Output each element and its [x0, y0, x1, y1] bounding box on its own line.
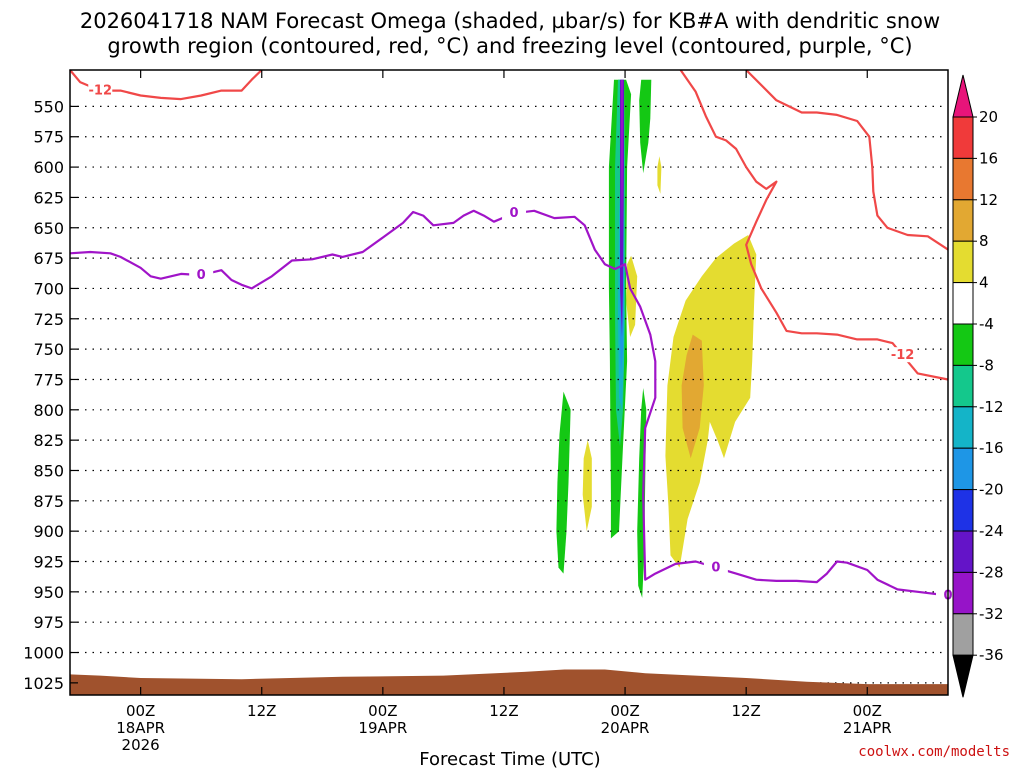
- contour-label-minus12-b: -12: [891, 348, 915, 363]
- y-tick-label-975: 975: [33, 613, 64, 632]
- y-tick-label-725: 725: [33, 310, 64, 329]
- omega-region-purple: [621, 79, 623, 240]
- omega-region-yellow: [665, 235, 757, 568]
- omega-region-yellow: [626, 255, 638, 337]
- colorbar-segment-3: [952, 240, 974, 284]
- colorbar-segment-11: [952, 571, 974, 615]
- y-tick-label-700: 700: [33, 279, 64, 298]
- colorbar-segment-12: [952, 613, 974, 656]
- y-tick-label-675: 675: [33, 249, 64, 268]
- x-tick-label-5-0: 12Z: [731, 702, 760, 720]
- plot-background: [70, 70, 948, 695]
- y-tick-label-1000: 1000: [23, 644, 64, 663]
- y-tick-label-575: 575: [33, 128, 64, 147]
- colorbar-segment-4: [952, 282, 974, 325]
- dendritic-contour-minus12-1: [679, 69, 949, 381]
- x-tick-label-4-1: 20APR: [601, 719, 650, 737]
- title-line-2: growth region (contoured, red, °C) and f…: [107, 34, 912, 58]
- colorbar-segment-0: [952, 116, 974, 159]
- y-tick-label-550: 550: [33, 97, 64, 116]
- colorbar-segment-1: [952, 157, 974, 201]
- x-tick-label-3-0: 12Z: [489, 702, 518, 720]
- y-tick-label-600: 600: [33, 158, 64, 177]
- colorbar-tick-label-0: 20: [979, 108, 998, 126]
- y-tick-label-800: 800: [33, 401, 64, 420]
- colorbar-tick-label-11: -28: [979, 563, 1004, 581]
- y-tick-label-775: 775: [33, 370, 64, 389]
- x-axis-label: Forecast Time (UTC): [419, 749, 600, 768]
- colorbar-top-arrow: [952, 74, 974, 118]
- colorbar-tick-label-2: 12: [979, 191, 998, 209]
- colorbar-segment-2: [952, 199, 974, 242]
- colorbar-tick-label-12: -32: [979, 605, 1004, 623]
- colorbar-tick-label-4: 4: [979, 274, 989, 292]
- contour-label-minus12-a-bg: [88, 82, 113, 98]
- colorbar-bottom-arrow: [952, 654, 974, 698]
- y-tick-label-850: 850: [33, 461, 64, 480]
- y-tick-label-925: 925: [33, 553, 64, 572]
- x-tick-label-4-0: 00Z: [610, 702, 639, 720]
- credit-text: coolwx.com/modelts: [858, 744, 1010, 760]
- y-tick-label-1025: 1025: [23, 674, 64, 693]
- y-tick-label-625: 625: [33, 188, 64, 207]
- x-tick-label-1-0: 12Z: [247, 702, 276, 720]
- colorbar-tick-label-10: -24: [979, 522, 1004, 540]
- freezing-contour-zero-0: [69, 209, 949, 597]
- colorbar-tick-label-7: -12: [979, 398, 1004, 416]
- y-tick-label-900: 900: [33, 522, 64, 541]
- x-tick-label-2-0: 00Z: [368, 702, 397, 720]
- y-tick-label-875: 875: [33, 492, 64, 511]
- colorbar-segment-8: [952, 447, 974, 491]
- contour-label-zero-a-bg: [189, 267, 214, 283]
- y-tick-label-650: 650: [33, 219, 64, 238]
- colorbar-segment-10: [952, 530, 974, 573]
- x-tick-label-0-2: 2026: [122, 736, 160, 754]
- colorbar-tick-label-8: -16: [979, 439, 1004, 457]
- axes: 550 575 600 625 650 675 700 725 750 775 800 825 850 8…: [23, 69, 949, 754]
- contour-label-minus12-a: -12: [89, 84, 113, 99]
- colorbar-tick-label-3: 8: [979, 232, 989, 250]
- omega-region-yellow: [582, 440, 592, 532]
- contour-label-zero-b: 0: [510, 206, 519, 221]
- contour-label-zero-b-bg: [502, 205, 527, 221]
- omega-region-yellow: [657, 156, 662, 194]
- x-tick-label-2-1: 19APR: [358, 719, 407, 737]
- colorbar-tick-label-5: -4: [979, 315, 994, 333]
- title: 2026041718 NAM Forecast Omega (shaded, µ…: [80, 9, 940, 58]
- colorbar-tick-label-1: 16: [979, 149, 998, 167]
- y-tick-label-750: 750: [33, 340, 64, 359]
- contour-label-zero-c-bg: [703, 559, 728, 575]
- x-tick-label-6-0: 00Z: [853, 702, 882, 720]
- colorbar-segment-7: [952, 406, 974, 449]
- contour-label-minus12-b-bg: [890, 347, 915, 363]
- omega-region-green: [639, 79, 652, 174]
- dendritic-contour-minus12-2: [745, 69, 949, 251]
- x-tick-label-0-0: 00Z: [126, 702, 155, 720]
- contour-label-zero-a: 0: [197, 268, 206, 283]
- title-line-1: 2026041718 NAM Forecast Omega (shaded, µ…: [80, 9, 940, 33]
- colorbar-tick-label-13: -36: [979, 646, 1004, 664]
- omega-region-green: [556, 391, 571, 574]
- y-tick-label-825: 825: [33, 431, 64, 450]
- colorbar-segment-6: [952, 364, 974, 408]
- y-tick-label-950: 950: [33, 583, 64, 602]
- terrain-surface: [70, 669, 948, 695]
- colorbar-tick-label-6: -8: [979, 356, 994, 374]
- colorbar-segment-5: [952, 323, 974, 366]
- colorbar-segment-9: [952, 489, 974, 532]
- x-tick-label-6-1: 21APR: [843, 719, 892, 737]
- omega-region-orange: [681, 334, 704, 459]
- plot-frame: [69, 69, 949, 696]
- contour-label-zero-c: 0: [711, 561, 720, 576]
- colorbar: 20 16 12 8 4 -4 -8 -12 -16 -20 -24 -28 -32 -36: [952, 74, 1004, 698]
- colorbar-tick-label-9: -20: [979, 481, 1004, 499]
- x-tick-label-0-1: 18APR: [116, 719, 165, 737]
